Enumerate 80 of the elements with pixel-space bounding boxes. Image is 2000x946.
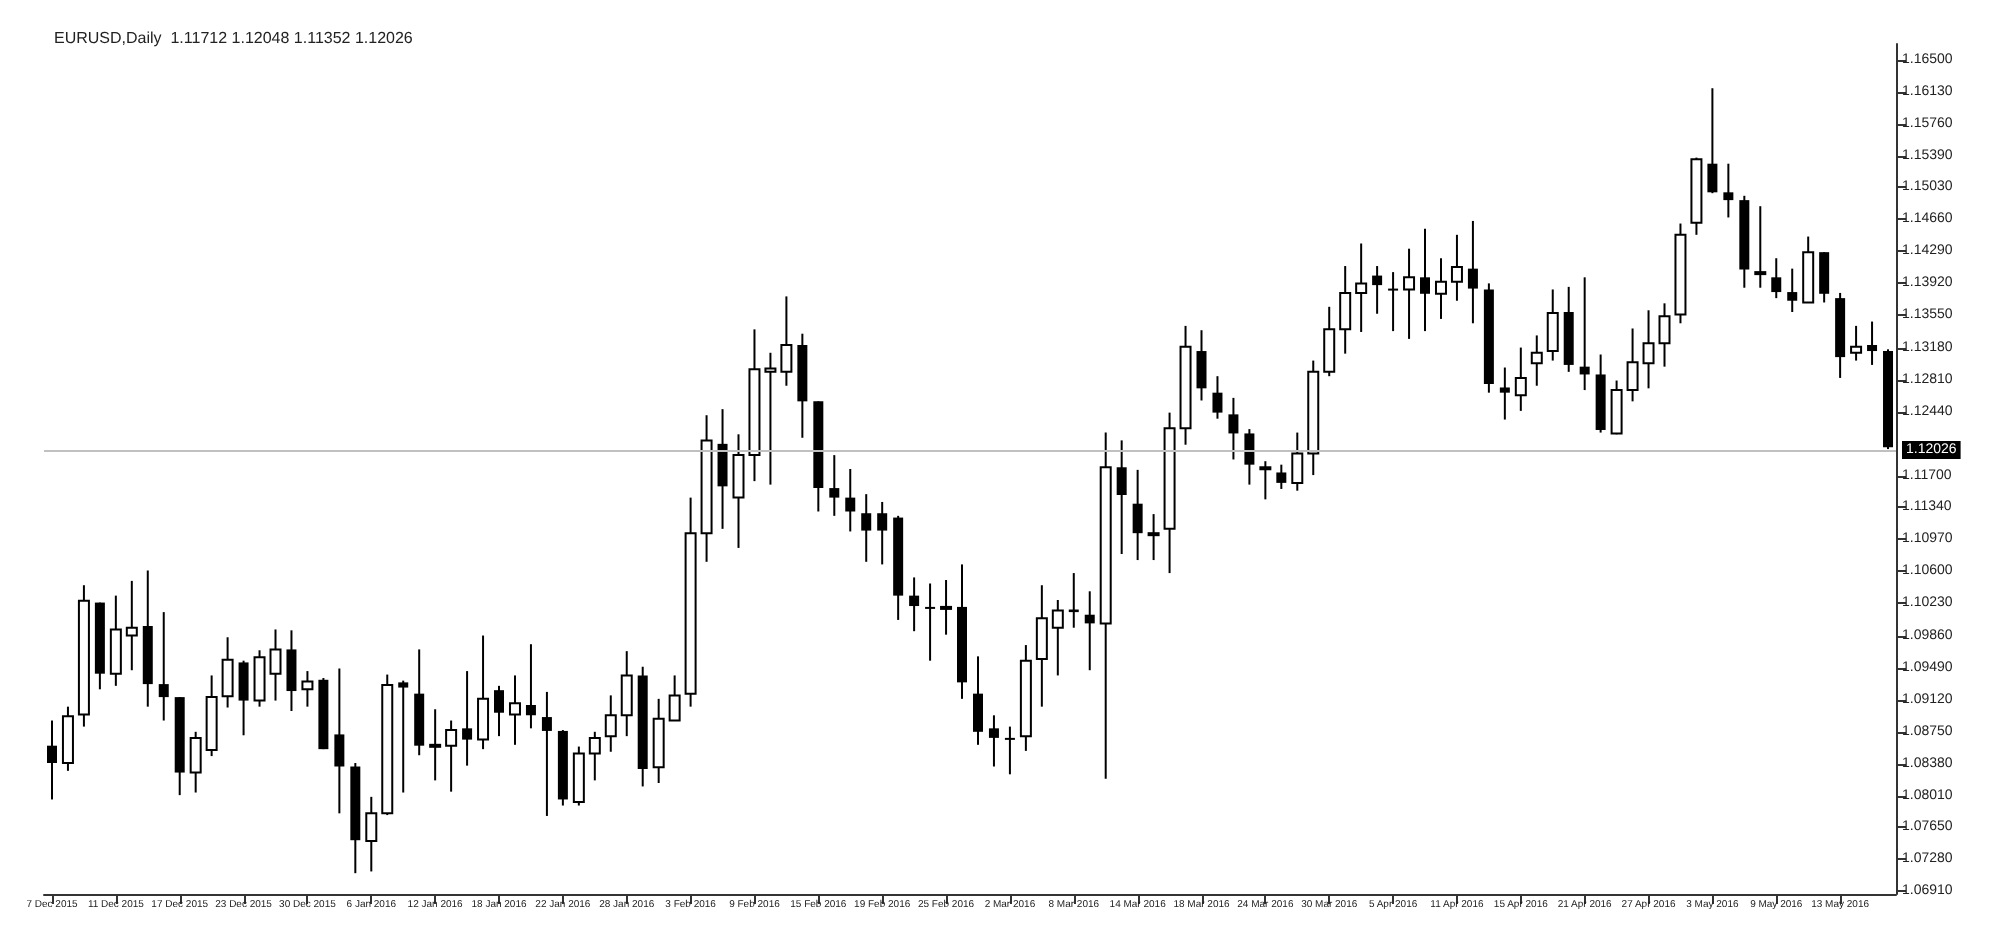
candlestick: [189, 730, 202, 794]
candlestick: [845, 468, 856, 533]
candlestick: [525, 643, 536, 730]
candlestick: [429, 708, 442, 782]
candlestick: [1291, 431, 1304, 492]
candlestick: [1244, 428, 1255, 486]
candlestick: [1420, 227, 1431, 333]
candlestick: [1276, 463, 1287, 490]
candlestick: [1228, 396, 1239, 461]
candlestick: [1771, 257, 1782, 300]
candlestick: [620, 650, 633, 738]
candlestick: [668, 674, 681, 722]
candlestick: [125, 579, 138, 672]
candlestick: [269, 628, 282, 702]
candlestick: [861, 493, 872, 563]
candlestick: [1147, 513, 1160, 562]
candlestick: [477, 634, 490, 751]
candlestick: [972, 655, 983, 746]
candlestick: [445, 719, 458, 793]
candlestick: [1819, 251, 1830, 304]
candlestick: [1467, 219, 1478, 325]
candlestick: [1610, 379, 1623, 436]
candlestick: [1787, 267, 1798, 314]
candlestick: [1132, 468, 1143, 562]
candlestick: [1499, 366, 1510, 421]
candlestick: [508, 674, 521, 746]
candlestick: [1867, 320, 1878, 366]
candlestick: [1323, 305, 1336, 378]
candlestick: [1546, 288, 1559, 362]
candlestick: [462, 670, 473, 767]
candlestick: [46, 719, 57, 801]
candlestick: [334, 667, 345, 815]
candlestick: [604, 694, 617, 753]
candlestick: [1530, 334, 1543, 387]
candlestick: [221, 636, 234, 709]
candlestick: [829, 454, 840, 517]
candlestick: [1004, 725, 1015, 776]
candlestick: [365, 795, 378, 873]
candlestick: [988, 714, 999, 768]
candlestick: [909, 576, 920, 633]
candlestick: [1642, 309, 1655, 390]
candlestick: [1196, 329, 1207, 402]
candlestick: [1434, 257, 1447, 320]
candlestick: [253, 649, 266, 708]
candlestick: [1450, 233, 1463, 302]
candlestick: [764, 351, 777, 486]
candlestick: [1212, 375, 1223, 420]
candlestick: [1579, 276, 1590, 392]
candlestick: [1723, 162, 1734, 219]
candlestick: [1355, 242, 1368, 333]
candlestick: [494, 684, 505, 738]
candlestick: [541, 690, 552, 817]
candlestick: [1259, 460, 1272, 501]
candlestick: [1388, 271, 1399, 333]
candlestick: [286, 629, 297, 712]
candlestick: [1850, 324, 1863, 362]
candlestick: [1116, 439, 1127, 555]
candlestick: [1754, 205, 1767, 289]
candlestick: [61, 705, 74, 772]
candlestick: [109, 594, 122, 687]
candlestick: [1051, 598, 1064, 677]
candlestick: [1035, 584, 1048, 708]
candlestick: [717, 408, 728, 530]
candlestick: [780, 295, 793, 387]
candlestick: [1626, 327, 1639, 403]
candlestick: [1084, 590, 1095, 672]
candlestick: [1403, 247, 1416, 340]
candlestick: [301, 670, 314, 708]
candlestick: [1707, 87, 1718, 195]
candlestick: [877, 500, 888, 566]
chart-title: EURUSD,Daily 1.11712 1.12048 1.11352 1.12026: [54, 29, 414, 47]
candlestick: [925, 582, 936, 662]
candlestick: [1372, 265, 1383, 315]
candlestick: [158, 611, 169, 722]
candlestick: [1514, 346, 1527, 412]
candlestick: [398, 679, 409, 794]
candlestick: [940, 579, 953, 636]
candlestick: [1339, 265, 1352, 355]
candlestick: [588, 730, 601, 782]
candlestick: [238, 659, 249, 737]
